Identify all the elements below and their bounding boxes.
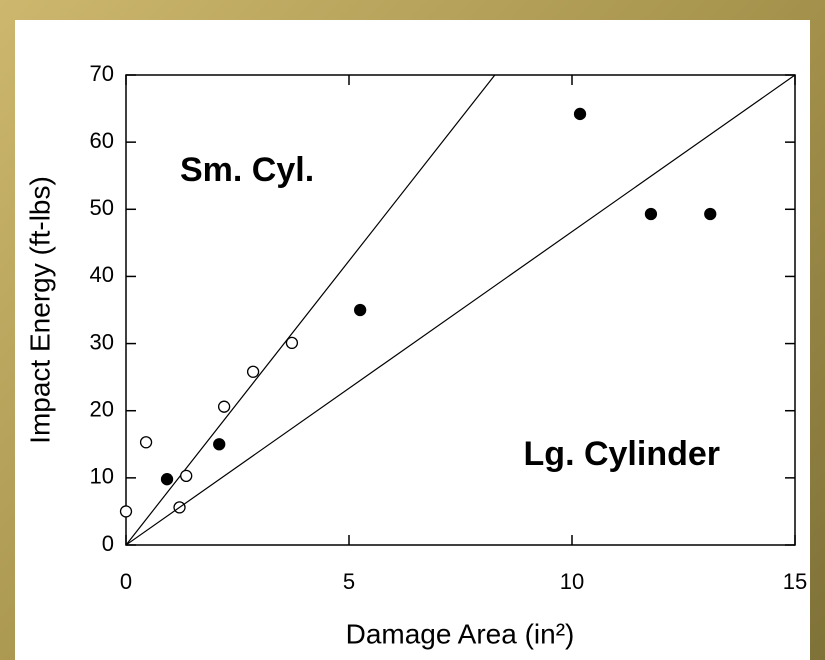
y-tick-label: 60 <box>90 128 114 153</box>
data-point <box>217 400 231 413</box>
x-tick-label: 10 <box>560 569 584 594</box>
plot-frame <box>125 74 796 546</box>
y-tick-label: 70 <box>90 61 114 86</box>
y-tick-label: 20 <box>90 397 114 422</box>
y-tick-label: 10 <box>90 464 114 489</box>
y-tick-label: 0 <box>102 531 114 556</box>
x-tick-label: 5 <box>343 569 355 594</box>
data-point <box>180 469 193 482</box>
series-annotation: Lg. Cylinder <box>524 435 720 473</box>
plot-background <box>15 20 810 660</box>
data-point <box>139 436 153 449</box>
data-point <box>119 505 133 518</box>
fit-line <box>125 74 796 546</box>
data-point <box>285 336 299 350</box>
fit-line <box>125 74 496 546</box>
data-point <box>160 473 174 486</box>
x-tick-label: 0 <box>120 569 132 594</box>
data-point <box>353 303 367 317</box>
y-tick-label: 50 <box>90 195 114 220</box>
data-point <box>704 207 717 221</box>
series-annotation: Sm. Cyl. <box>180 151 314 189</box>
x-tick-label: 15 <box>783 569 807 594</box>
data-point <box>644 207 658 221</box>
y-axis-label: Impact Energy (ft-lbs) <box>24 176 55 444</box>
data-point <box>246 365 260 378</box>
data-point <box>573 107 587 121</box>
y-tick-label: 40 <box>90 262 114 287</box>
data-point <box>213 438 226 451</box>
y-tick-label: 30 <box>90 329 114 354</box>
x-axis-label: Damage Area (in²) <box>346 618 575 649</box>
